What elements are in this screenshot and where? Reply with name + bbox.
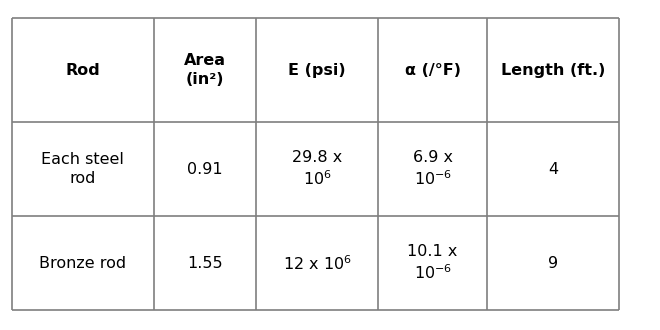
Text: α (/°F): α (/°F) (405, 63, 461, 78)
Text: 4: 4 (548, 162, 558, 177)
Text: 10.1 x
$10^{-6}$: 10.1 x $10^{-6}$ (407, 244, 458, 282)
Text: Length (ft.): Length (ft.) (501, 63, 605, 78)
Text: 6.9 x
$10^{-6}$: 6.9 x $10^{-6}$ (412, 150, 453, 188)
Text: Bronze rod: Bronze rod (39, 256, 127, 271)
Text: 29.8 x
$10^{6}$: 29.8 x $10^{6}$ (292, 150, 343, 188)
Text: 0.91: 0.91 (187, 162, 222, 177)
Text: Rod: Rod (65, 63, 100, 78)
Text: E (psi): E (psi) (288, 63, 346, 78)
Text: Area
(in²): Area (in²) (184, 53, 226, 87)
Text: 9: 9 (548, 256, 558, 271)
Text: 1.55: 1.55 (187, 256, 222, 271)
Text: Each steel
rod: Each steel rod (42, 152, 124, 186)
Text: 12 x $10^{6}$: 12 x $10^{6}$ (282, 254, 352, 273)
